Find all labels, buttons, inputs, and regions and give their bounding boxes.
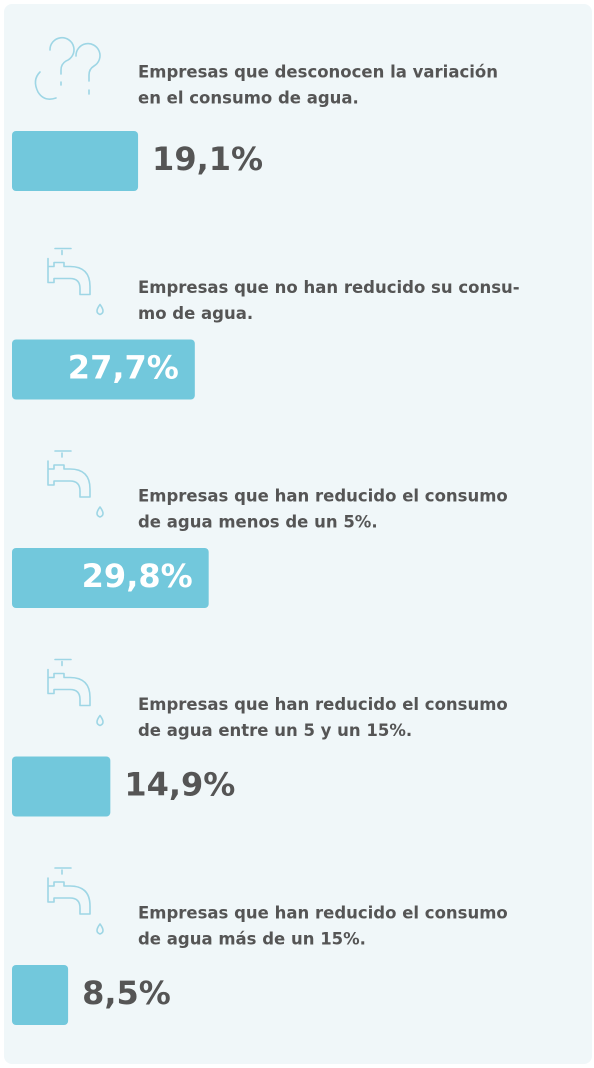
- category-label: Empresas que han reducido el consumo: [138, 487, 508, 506]
- value-label: 19,1%: [152, 140, 263, 178]
- category-label: de agua entre un 5 y un 15%.: [138, 721, 412, 740]
- category-label: Empresas que desconocen la variación: [138, 63, 498, 82]
- card: [4, 4, 592, 1064]
- bar: [12, 756, 111, 817]
- bar: [12, 548, 209, 608]
- category-label: Empresas que han reducido el consumo: [138, 904, 508, 923]
- value-label: 8,5%: [82, 974, 171, 1012]
- bar: [12, 965, 69, 1025]
- icon-part: [96, 303, 104, 316]
- icon-part: [75, 42, 101, 95]
- category-label: en el consumo de agua.: [138, 89, 359, 108]
- icon-part: [47, 450, 91, 498]
- icon-part: [47, 658, 91, 707]
- category-label: Empresas que han reducido el consumo: [138, 695, 508, 714]
- bar: [12, 339, 195, 400]
- icon-part: [96, 923, 104, 935]
- category-label: de agua menos de un 5%.: [138, 513, 378, 532]
- category-label: de agua más de un 15%.: [138, 930, 366, 949]
- value-label: 29,8%: [82, 557, 193, 595]
- icon: [47, 867, 104, 935]
- icon: [47, 450, 104, 518]
- icon-part: [34, 36, 75, 100]
- value-label: 14,9%: [124, 766, 235, 804]
- icon: [47, 658, 104, 727]
- value-label: 27,7%: [68, 349, 179, 387]
- icon: [34, 36, 101, 100]
- icon-part: [47, 867, 91, 915]
- icon-part: [96, 506, 104, 518]
- icon-part: [96, 714, 104, 727]
- icon: [47, 247, 104, 316]
- bar: [12, 131, 139, 191]
- category-label: Empresas que no han reducido su consu-: [138, 278, 520, 297]
- icon-part: [47, 247, 91, 296]
- category-label: mo de agua.: [138, 304, 253, 323]
